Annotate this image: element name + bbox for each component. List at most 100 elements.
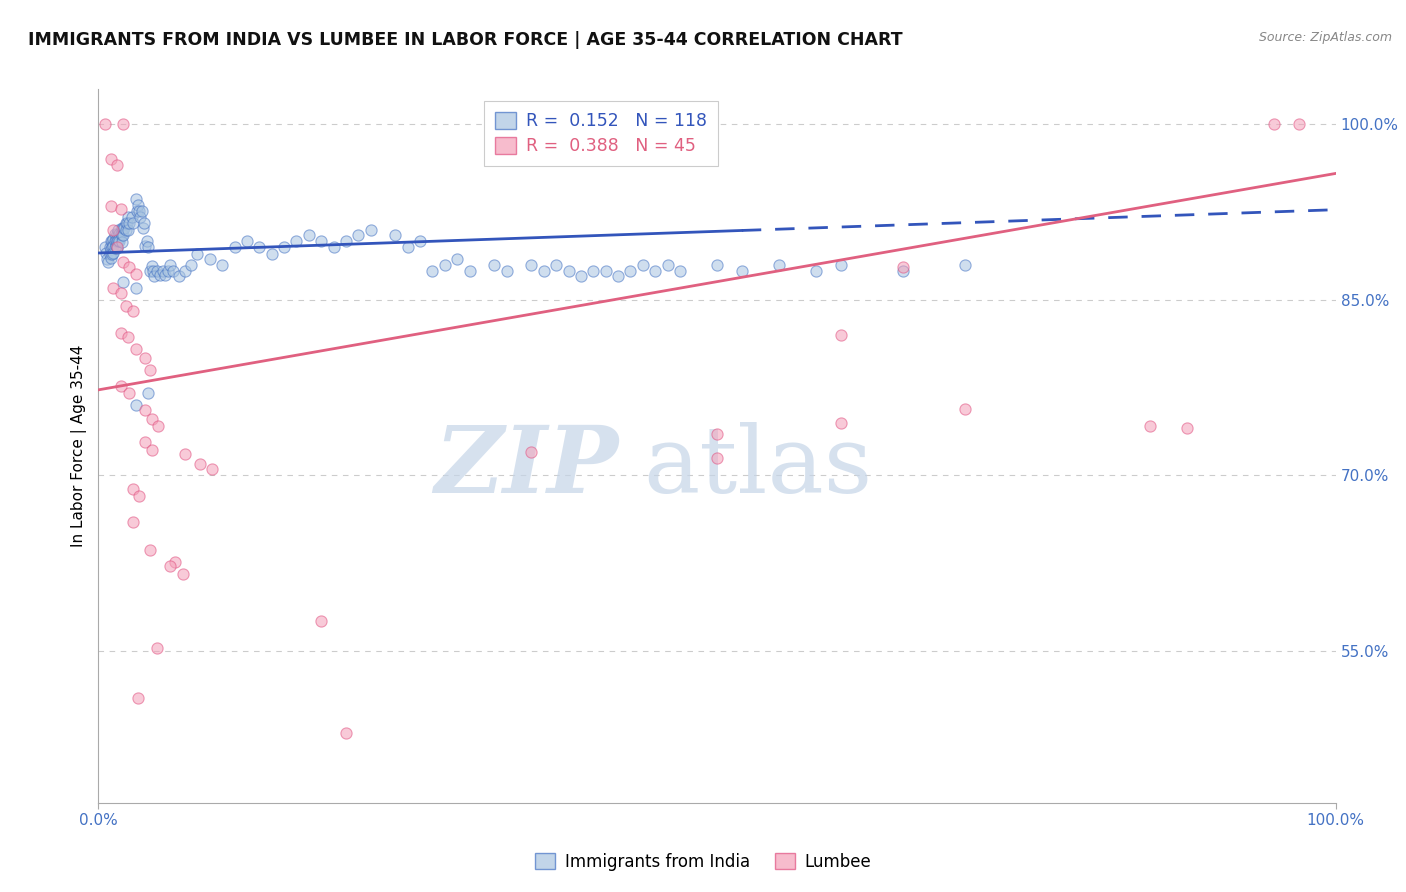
Point [117,222,139,236]
Point [422,263,444,277]
Text: atlas: atlas [643,423,872,512]
Text: IMMIGRANTS FROM INDIA VS LUMBEE IN LABOR FORCE | AGE 35-44 CORRELATION CHART: IMMIGRANTS FROM INDIA VS LUMBEE IN LABOR… [28,31,903,49]
Point [139,263,162,277]
Point [112,228,135,243]
Point [134,435,156,450]
Point [118,260,141,274]
Point [114,299,136,313]
Point [891,260,914,274]
Point [110,326,132,340]
Point [121,210,143,224]
Point [322,240,344,254]
Point [644,263,666,277]
Point [107,233,129,247]
Point [159,258,181,272]
Point [103,281,125,295]
Point [143,269,166,284]
Point [132,221,155,235]
Point [830,416,852,430]
Point [953,401,976,416]
Point [107,222,129,236]
Point [108,234,131,248]
Point [180,258,202,272]
Point [139,363,162,377]
Point [114,216,136,230]
Point [100,251,122,265]
Point [152,263,174,277]
Point [118,216,141,230]
Point [124,398,146,412]
Point [142,263,165,277]
Point [139,543,162,558]
Point [128,489,150,503]
Point [1175,421,1198,435]
Point [145,641,167,656]
Point [131,203,153,218]
Point [112,221,135,235]
Point [93,117,115,131]
Point [100,243,122,257]
Point [631,258,654,272]
Point [122,216,145,230]
Point [105,241,128,255]
Point [201,462,224,476]
Point [100,153,122,167]
Y-axis label: In Labor Force | Age 35-44: In Labor Force | Age 35-44 [72,345,87,547]
Point [141,259,163,273]
Point [433,258,456,272]
Point [124,342,146,356]
Point [533,263,555,277]
Point [174,447,197,461]
Point [118,386,141,401]
Point [409,234,432,248]
Point [146,419,169,434]
Point [124,267,146,281]
Text: Source: ZipAtlas.com: Source: ZipAtlas.com [1258,31,1392,45]
Point [110,227,132,242]
Point [122,515,145,529]
Point [458,263,481,277]
Point [124,192,146,206]
Point [1288,117,1310,131]
Point [172,566,194,581]
Point [103,246,125,260]
Point [94,246,117,260]
Legend: Immigrants from India, Lumbee: Immigrants from India, Lumbee [526,845,880,880]
Point [127,690,149,705]
Point [103,241,125,255]
Point [174,263,197,277]
Point [134,402,156,417]
Point [100,199,122,213]
Point [149,268,172,283]
Point [484,258,506,272]
Point [111,221,134,235]
Point [141,412,163,426]
Point [953,258,976,272]
Point [211,258,233,272]
Point [135,234,157,248]
Point [103,222,125,236]
Point [495,263,517,277]
Point [112,275,135,289]
Point [830,258,852,272]
Point [112,221,135,235]
Point [110,202,132,216]
Point [108,227,131,242]
Point [145,263,167,277]
Point [569,269,592,284]
Point [273,240,295,254]
Point [104,233,127,247]
Point [112,255,135,269]
Point [112,117,135,131]
Point [105,227,128,242]
Point [125,203,148,218]
Point [165,555,187,569]
Point [98,240,121,254]
Point [360,222,382,236]
Point [1139,419,1161,434]
Point [105,158,128,172]
Point [97,255,120,269]
Point [93,240,115,254]
Point [127,198,149,212]
Point [103,234,125,248]
